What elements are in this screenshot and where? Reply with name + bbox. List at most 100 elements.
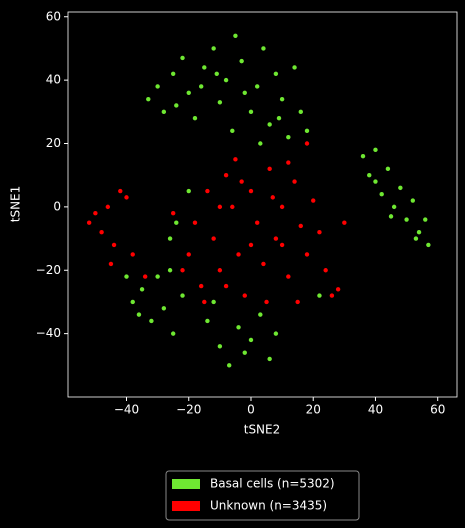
point: [279, 96, 285, 102]
point: [236, 252, 241, 257]
point: [174, 103, 179, 108]
point: [255, 84, 260, 89]
point: [242, 350, 247, 355]
point: [279, 204, 285, 210]
point: [180, 55, 185, 61]
point: [242, 293, 247, 298]
point: [329, 293, 335, 298]
point: [292, 65, 297, 70]
point: [186, 252, 191, 257]
point: [227, 363, 232, 368]
point: [155, 84, 160, 89]
point: [130, 252, 135, 257]
point: [223, 172, 229, 178]
point: [342, 220, 347, 225]
point: [410, 198, 416, 203]
point: [261, 261, 266, 267]
point: [273, 331, 279, 336]
point: [317, 230, 322, 235]
x-tick-label: 20: [306, 403, 321, 417]
legend-swatch: [172, 479, 200, 489]
point: [248, 242, 254, 248]
point: [373, 147, 378, 153]
point: [217, 100, 223, 105]
point: [233, 33, 238, 38]
point: [170, 71, 176, 76]
point: [124, 274, 129, 279]
point: [186, 188, 191, 194]
point: [161, 306, 167, 311]
point: [267, 356, 272, 362]
y-tick-label: 40: [46, 73, 61, 87]
point: [379, 192, 384, 197]
point: [186, 90, 191, 96]
point: [236, 325, 241, 330]
point: [311, 198, 316, 203]
point: [149, 318, 154, 324]
point: [298, 109, 303, 115]
point: [286, 160, 291, 165]
y-axis-label: tSNE1: [9, 186, 23, 223]
point: [223, 77, 229, 83]
point: [255, 220, 260, 225]
y-tick-label: 20: [46, 136, 61, 150]
point: [239, 58, 244, 64]
point: [367, 172, 372, 178]
point: [214, 71, 219, 76]
point: [93, 211, 98, 216]
legend-label: Basal cells (n=5302): [210, 477, 335, 491]
point: [205, 188, 210, 194]
point: [170, 211, 176, 216]
point: [295, 299, 300, 305]
legend-swatch: [172, 501, 200, 511]
legend-box: [165, 470, 360, 521]
x-tick-label: 40: [368, 403, 383, 417]
point: [167, 268, 173, 273]
x-axis-label: tSNE2: [244, 423, 281, 437]
point: [335, 287, 341, 292]
point: [211, 299, 216, 305]
point: [388, 214, 394, 219]
point: [170, 331, 176, 336]
point: [261, 46, 266, 51]
x-tick-label: 0: [247, 403, 255, 417]
point: [233, 157, 238, 162]
point: [239, 179, 244, 184]
point: [211, 46, 216, 51]
y-tick-label: 60: [46, 9, 61, 23]
legend-label: Unknown (n=3435): [210, 499, 327, 513]
point: [286, 274, 291, 279]
point: [286, 134, 291, 140]
point: [292, 179, 297, 184]
point: [192, 220, 198, 225]
point: [279, 242, 285, 248]
point: [105, 204, 111, 210]
point: [273, 236, 279, 241]
point: [317, 293, 322, 298]
point: [276, 115, 282, 121]
point: [108, 261, 114, 267]
point: [385, 166, 391, 172]
point: [267, 122, 272, 127]
point: [323, 268, 328, 273]
point: [130, 299, 135, 305]
point: [304, 141, 310, 146]
point: [270, 195, 275, 200]
point: [258, 141, 263, 146]
point: [273, 71, 279, 76]
point: [217, 344, 223, 349]
point: [211, 236, 216, 241]
point: [86, 220, 92, 225]
point: [217, 204, 223, 210]
point: [391, 204, 397, 210]
point: [304, 252, 310, 257]
point: [205, 318, 210, 324]
x-tick-label: 60: [430, 403, 445, 417]
point: [242, 90, 247, 96]
x-tick-label: −20: [176, 403, 201, 417]
point: [298, 223, 303, 229]
point: [161, 109, 167, 115]
point: [202, 65, 207, 70]
point: [426, 242, 431, 248]
